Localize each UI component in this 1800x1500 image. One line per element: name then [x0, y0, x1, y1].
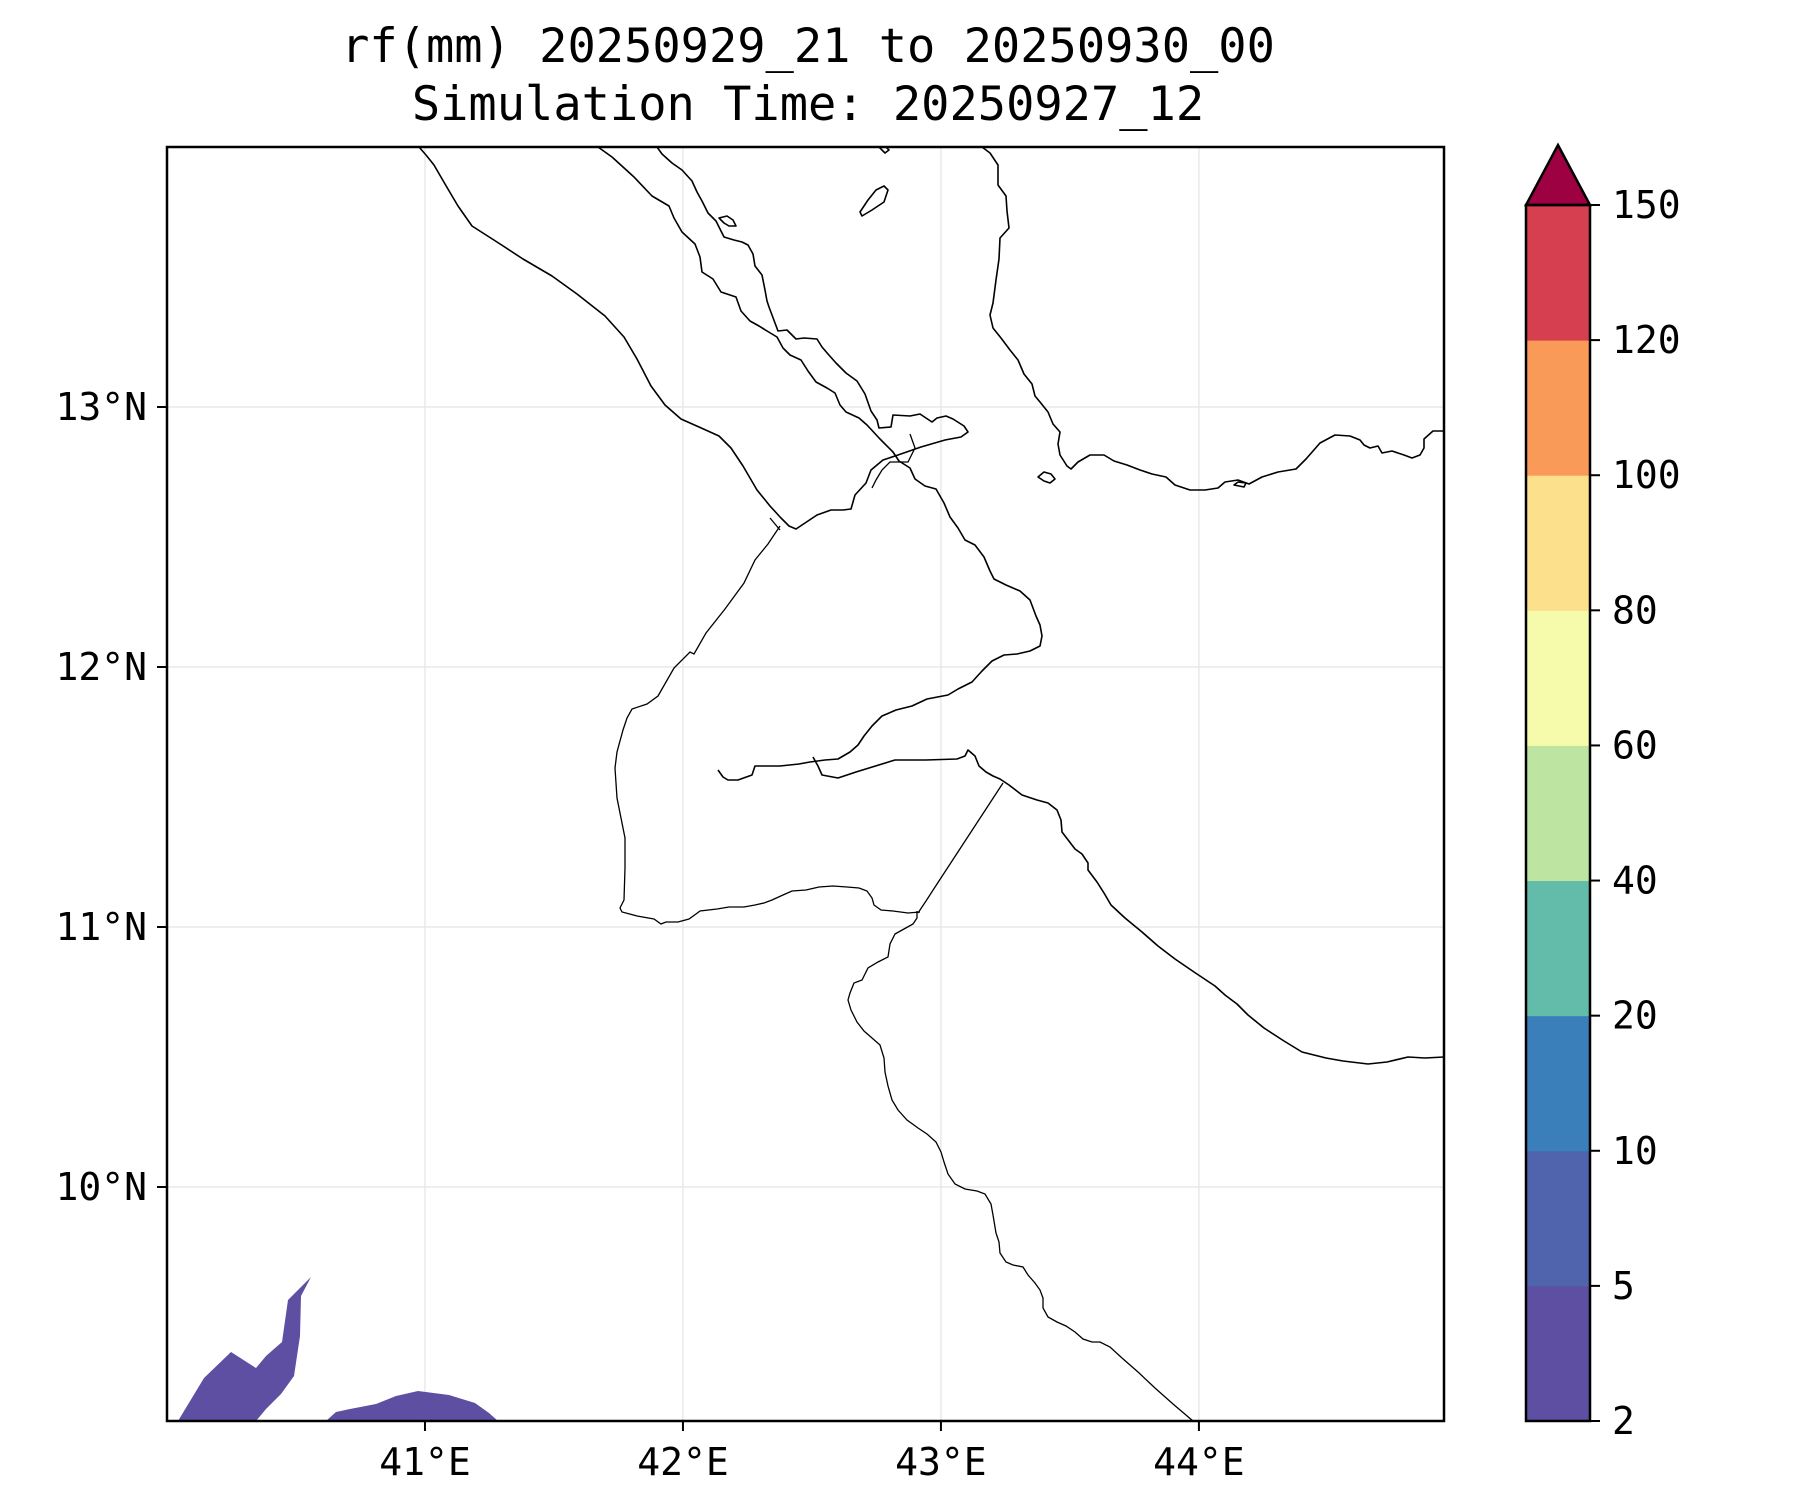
x-tick-label: 41°E [379, 1440, 471, 1484]
island-dahlak [860, 186, 888, 216]
island-bay-coast [719, 216, 736, 226]
y-tick-label: 10°N [55, 1165, 147, 1209]
border-eritrea-djibouti [872, 434, 915, 488]
colorbar-tick-label: 120 [1612, 318, 1681, 362]
y-tick-label: 13°N [55, 385, 147, 429]
colorbar-segment-40-60 [1526, 745, 1590, 881]
colorbar-segment-100-120 [1526, 340, 1590, 476]
coastline-eritrea-north [419, 147, 968, 529]
colorbar-segment-20-40 [1526, 881, 1590, 1017]
colorbar-segment-10-20 [1526, 1016, 1590, 1152]
coastline-yemen [982, 147, 1444, 490]
colorbar-tick-label: 20 [1612, 994, 1658, 1038]
latitude-ticks: 13°N 12°N 11°N 10°N [55, 385, 167, 1209]
x-tick-label: 42°E [637, 1440, 729, 1484]
colorbar-tick-label: 40 [1612, 859, 1658, 903]
figure-title-line-2: Simulation Time: 20250927_12 [412, 77, 1204, 132]
x-tick-label: 44°E [1153, 1440, 1245, 1484]
map-axes: 41°E 42°E 43°E 44°E 13°N 12°N 11°N 10°N [55, 147, 1444, 1484]
x-tick-label: 43°E [895, 1440, 987, 1484]
border-djibouti-ethiopia-somaliland [918, 783, 1003, 913]
colorbar-tick-label: 150 [1612, 183, 1681, 227]
border-djibouti-west [615, 526, 920, 924]
colorbar-extend-max [1526, 145, 1590, 205]
island-moucha [1234, 482, 1246, 487]
colorbar-tick-label: 80 [1612, 588, 1658, 632]
colorbar-segment-2-5 [1526, 1286, 1590, 1422]
colorbar-tick-label: 10 [1612, 1129, 1658, 1173]
rainfall-area-west [178, 1277, 311, 1421]
rainfall-area-south [326, 1391, 498, 1421]
colorbar-tick-label: 2 [1612, 1399, 1635, 1443]
colorbar-segment-80-100 [1526, 475, 1590, 611]
colorbar-tick-label: 100 [1612, 453, 1681, 497]
longitude-ticks: 41°E 42°E 43°E 44°E [379, 1421, 1244, 1484]
colorbar-tick-label: 5 [1612, 1264, 1635, 1308]
colorbar: 2 5 10 20 40 60 80 100 120 150 [1526, 145, 1681, 1443]
colorbar-segment-60-80 [1526, 610, 1590, 746]
y-tick-label: 12°N [55, 645, 147, 689]
island-perim [1038, 472, 1055, 483]
colorbar-tick-label: 60 [1612, 723, 1658, 767]
colorbar-segment-5-10 [1526, 1151, 1590, 1287]
border-ethiopia-somaliland [848, 911, 1193, 1421]
figure-title-line-1: rf(mm) 20250929_21 to 20250930_00 [341, 19, 1275, 74]
colorbar-segment-120-150 [1526, 205, 1590, 341]
y-tick-label: 11°N [55, 905, 147, 949]
coastline-tadjoura-gulf-south [813, 750, 1444, 1064]
